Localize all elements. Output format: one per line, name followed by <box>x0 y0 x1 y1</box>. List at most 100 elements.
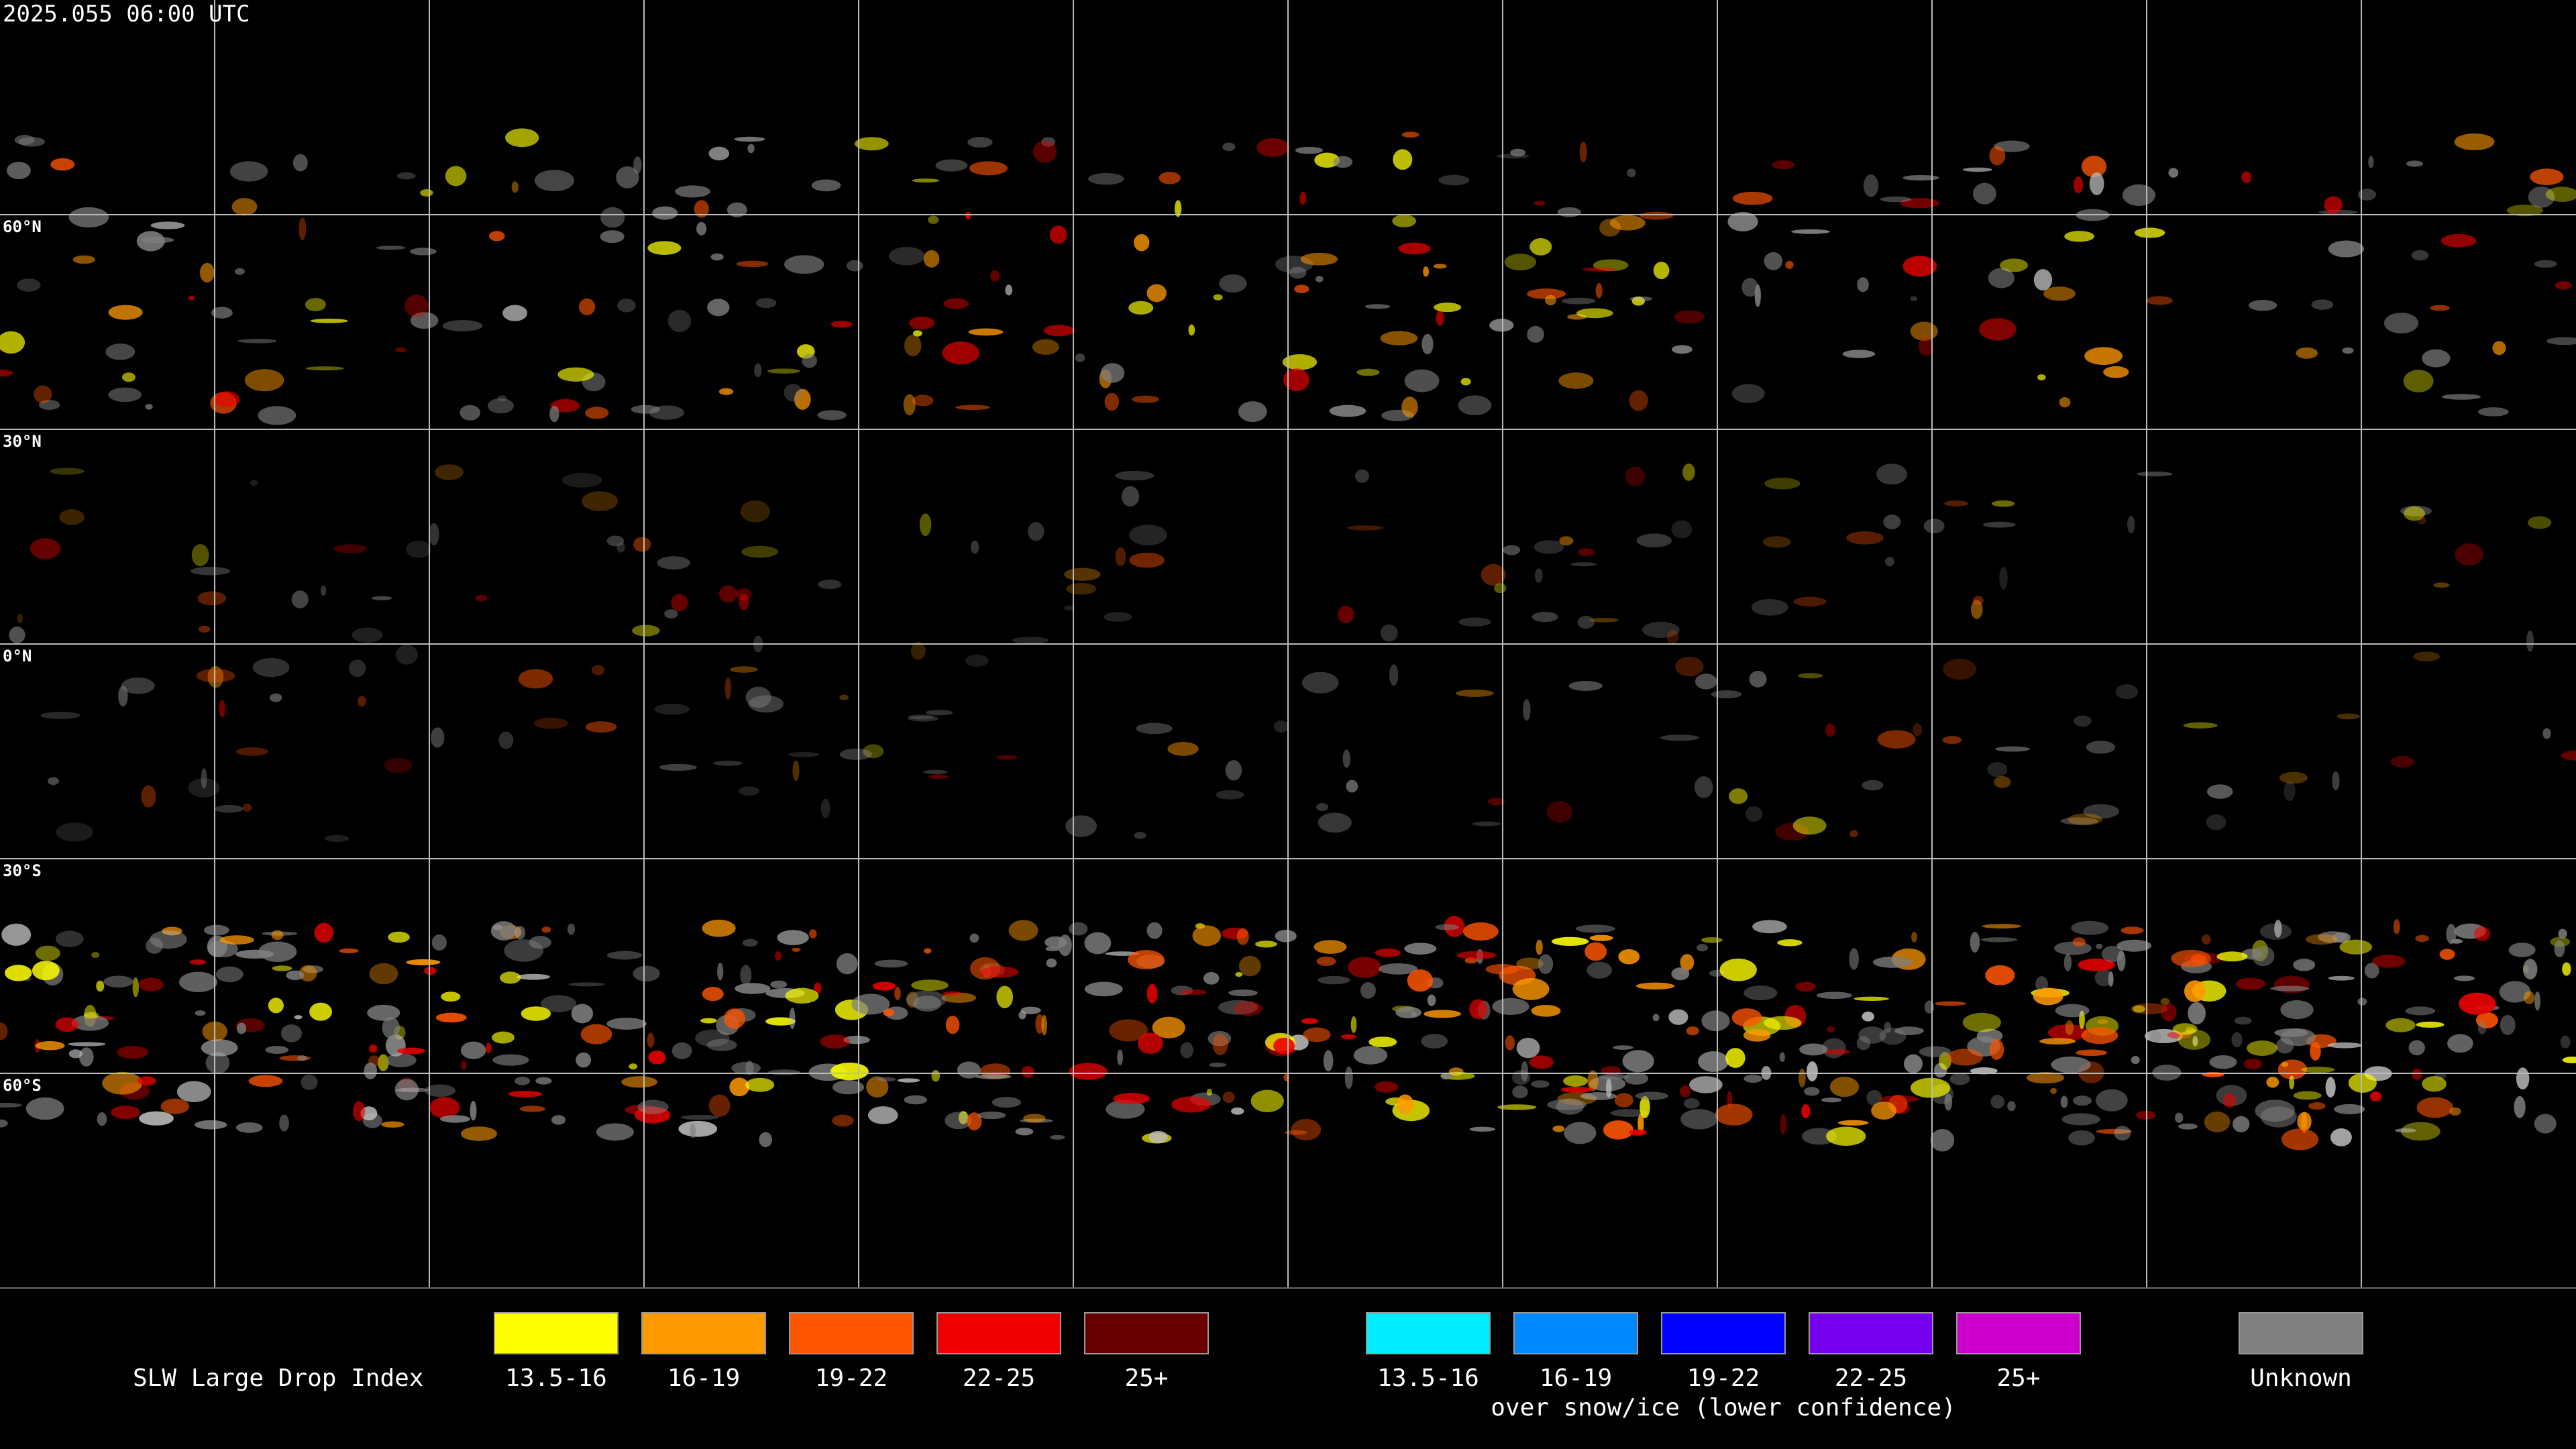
cloud-patch <box>789 1008 796 1030</box>
cloud-patch <box>1136 722 1173 735</box>
cloud-patch <box>792 947 801 952</box>
cloud-patch <box>1824 1049 1850 1055</box>
cloud-patch <box>441 991 461 1002</box>
cloud-patch <box>730 666 758 673</box>
cloud-patch <box>1743 1028 1771 1042</box>
cloud-patch <box>409 248 437 256</box>
cloud-patch <box>1570 562 1597 567</box>
cloud-patch <box>1797 673 1823 679</box>
cloud-patch <box>2439 949 2455 960</box>
cloud-patch <box>0 1022 8 1040</box>
cloud-patch <box>211 307 233 319</box>
cloud-patch <box>1980 937 2018 943</box>
cloud-patch <box>150 221 185 229</box>
cloud-patch <box>713 760 743 766</box>
cloud-patch <box>2209 1055 2237 1069</box>
cloud-patch <box>460 405 481 421</box>
cloud-patch <box>945 1016 960 1034</box>
cloud-patch <box>2081 1027 2118 1044</box>
cloud-patch <box>519 1106 545 1112</box>
cloud-patch <box>996 755 1018 759</box>
cloud-patch <box>121 372 136 382</box>
cloud-patch <box>2500 1015 2516 1035</box>
cloud-patch <box>788 751 820 757</box>
cloud-patch <box>1719 958 1757 981</box>
cloud-patch <box>621 1076 658 1088</box>
cloud-patch <box>214 804 244 813</box>
cloud-patch <box>904 334 922 357</box>
cloud-patch <box>2393 919 2400 934</box>
cloud-patch <box>1434 303 1462 313</box>
cloud-patch <box>567 923 576 935</box>
cloud-patch <box>231 198 258 216</box>
cloud-patch <box>1316 276 1324 282</box>
cloud-patch <box>1743 985 1778 1001</box>
cloud-patch <box>1987 761 2008 777</box>
cloud-patch <box>1316 803 1329 811</box>
cloud-patch <box>1 923 32 946</box>
cloud-patch <box>2477 407 2509 417</box>
cloud-patch <box>2054 941 2092 955</box>
cloud-patch <box>2248 300 2277 311</box>
cloud-patch <box>2152 1064 2182 1081</box>
cloud-patch <box>971 540 979 554</box>
cloud-patch <box>299 217 307 241</box>
cloud-patch <box>141 785 156 808</box>
cloud-patch <box>2168 168 2179 178</box>
cloud-patch <box>1999 566 2008 590</box>
cloud-patch <box>903 394 916 416</box>
cloud-patch <box>736 260 769 268</box>
cloud-patch <box>2068 813 2102 826</box>
cloud-patch <box>0 331 25 354</box>
cloud-patch <box>1985 965 2015 985</box>
cloud-patch <box>1347 525 1384 531</box>
cloud-patch <box>1842 350 1876 358</box>
cloud-patch <box>71 1014 109 1031</box>
cloud-patch <box>1988 268 2015 288</box>
cloud-patch <box>2348 1073 2377 1093</box>
cloud-patch <box>777 930 809 945</box>
cloud-patch <box>1701 936 1723 943</box>
cloud-patch <box>1849 830 1858 838</box>
cloud-patch <box>1962 167 1992 172</box>
cloud-patch <box>200 262 215 283</box>
legend-swatch <box>641 1312 766 1354</box>
cloud-patch <box>734 136 765 142</box>
cloud-patch <box>1046 958 1057 968</box>
cloud-patch <box>2293 1091 2322 1100</box>
cloud-patch <box>2281 1128 2319 1150</box>
cloud-patch <box>690 1123 696 1138</box>
cloud-patch <box>83 1012 99 1019</box>
cloud-patch <box>1991 500 2015 507</box>
cloud-patch <box>2063 953 2072 971</box>
cloud-patch <box>381 1121 405 1128</box>
cloud-patch <box>1472 821 1501 826</box>
cloud-patch <box>1212 1033 1228 1055</box>
cloud-patch <box>724 677 731 700</box>
cloud-patch <box>1775 822 1810 841</box>
cloud-patch <box>353 1101 366 1122</box>
cloud-patch <box>2060 1095 2068 1108</box>
cloud-patch <box>1512 1085 1528 1099</box>
cloud-patch <box>1942 736 1962 745</box>
cloud-patch <box>1568 681 1603 691</box>
legend-caption: over snow/ice (lower confidence) <box>1491 1394 1956 1421</box>
cloud-patch <box>1732 191 1773 205</box>
cloud-patch <box>1218 1000 1258 1015</box>
cloud-patch <box>2301 1067 2335 1073</box>
cloud-patch <box>2408 1040 2425 1056</box>
cloud-patch <box>775 951 782 961</box>
cloud-patch <box>301 1074 318 1091</box>
cloud-patch <box>2050 1087 2057 1094</box>
cloud-patch <box>492 1054 529 1066</box>
cloud-patch <box>924 948 932 954</box>
cloud-patch <box>429 1097 460 1118</box>
cloud-patch <box>2561 750 2576 761</box>
cloud-patch <box>2135 1110 2156 1120</box>
cloud-patch <box>1538 954 1554 975</box>
cloud-patch <box>919 513 932 537</box>
cloud-patch <box>279 1114 289 1132</box>
cloud-patch <box>1526 288 1566 299</box>
cloud-patch <box>2274 919 2282 938</box>
cloud-patch <box>2418 516 2426 525</box>
